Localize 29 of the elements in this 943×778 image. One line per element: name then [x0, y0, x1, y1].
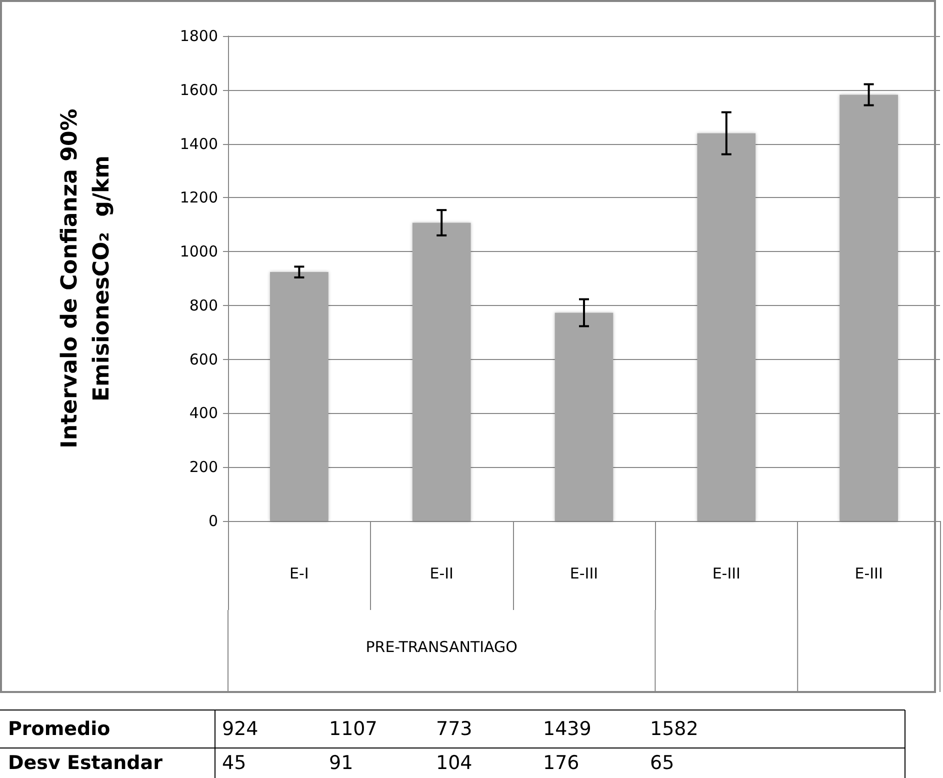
text: 1582	[650, 718, 698, 740]
x-tick-label: E-III	[712, 564, 740, 582]
y-tick-label: 600	[189, 350, 218, 368]
text: 65	[650, 752, 674, 774]
y-tick-label: 1200	[180, 188, 218, 207]
x-tick-label: E-III	[570, 564, 598, 582]
x-tick-label: E-II	[430, 564, 454, 582]
text: Promedio	[8, 718, 110, 740]
text: 45	[222, 752, 246, 774]
text: Desv Estandar	[8, 752, 164, 774]
text: 176	[543, 752, 580, 774]
y-tick-label: 1600	[180, 80, 218, 99]
x-tick-label: E-III	[854, 564, 883, 582]
text: PRE-TRANSANTIAGO	[366, 638, 518, 656]
text: 924	[222, 718, 258, 740]
text: 1439	[543, 718, 592, 740]
y-tick-label: 200	[189, 458, 218, 476]
y-tick-label: 1000	[180, 242, 218, 261]
x-tick-label: E-I	[290, 564, 309, 582]
y-tick-label: 1400	[180, 134, 218, 153]
y-axis-title: Intervalo de Confianza 90% EmisionesCO₂ g/km	[58, 108, 114, 448]
text: 1107	[329, 718, 378, 740]
y-tick-label: 400	[189, 404, 218, 422]
y-tick-label: 0	[208, 512, 218, 530]
text: 773	[436, 718, 472, 740]
text: 91	[329, 752, 354, 774]
text: 104	[436, 752, 472, 774]
y-tick-label: 1800	[180, 27, 218, 45]
y-tick-label: 800	[189, 296, 218, 314]
